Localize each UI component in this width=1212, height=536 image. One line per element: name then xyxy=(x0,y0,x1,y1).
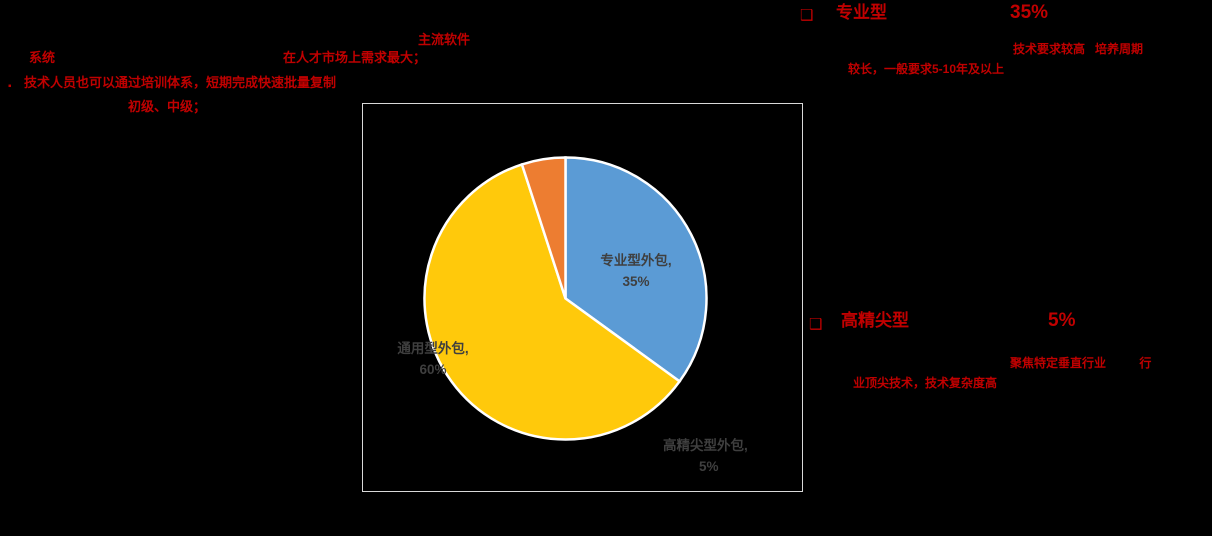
pie-label-general: 通用型外包, 60% xyxy=(373,339,493,381)
right-block-professional-title: 专业型 xyxy=(836,3,887,22)
annotation-market-demand: 在人才市场上需求最大； xyxy=(283,50,427,65)
pie-label-highend-value: 5% xyxy=(699,458,719,474)
pie-label-professional-name: 专业型外包, xyxy=(600,253,672,268)
pie-label-highend: 高精尖型外包, 5% xyxy=(663,436,803,478)
pie-chart-svg xyxy=(423,156,708,441)
pie-label-general-value: 60% xyxy=(419,361,447,377)
pie-label-highend-name: 高精尖型外包, xyxy=(663,438,748,453)
right-block-highend-title: 高精尖型 xyxy=(841,311,909,330)
pie-label-general-name: 通用型外包, xyxy=(397,341,469,356)
right-block-highend-detail-line1: 聚焦特定垂直行业 行 xyxy=(1010,356,1152,370)
pie-chart[interactable] xyxy=(423,156,708,441)
right-block-highend-detail-line2: 业顶尖技术，技术复杂度高 xyxy=(853,376,998,390)
pie-slice[interactable] xyxy=(520,156,567,299)
chart-frame: 专业型外包, 35% 通用型外包, 60% 高精尖型外包, 5% xyxy=(362,103,803,492)
pie-slice[interactable] xyxy=(423,162,682,441)
pie-label-professional-value: 35% xyxy=(622,273,650,289)
bullet-marker-icon: ▪ xyxy=(8,81,12,92)
annotation-levels: 初级、中级； xyxy=(128,99,207,114)
annotation-system: 系统 xyxy=(29,50,56,65)
annotation-training-replication: 技术人员也可以通过培训体系，短期完成快速批量复制 xyxy=(24,75,337,90)
pie-slice[interactable] xyxy=(564,156,708,384)
right-block-highend-percent: 5% xyxy=(1048,310,1076,331)
checkbox-square-icon-highend: ❑ xyxy=(809,316,823,333)
checkbox-square-icon-professional: ❑ xyxy=(800,7,814,24)
pie-label-professional: 专业型外包, 35% xyxy=(576,251,696,293)
right-block-professional-percent: 35% xyxy=(1010,2,1049,23)
right-block-professional-detail-line1: 技术要求较高 培养周期 xyxy=(1013,42,1144,56)
annotation-mainstream-software: 主流软件 xyxy=(418,32,471,47)
right-block-professional-detail-line2: 较长，一般要求5-10年及以上 xyxy=(848,62,1005,76)
